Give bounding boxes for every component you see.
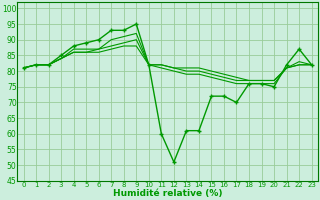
X-axis label: Humidité relative (%): Humidité relative (%)	[113, 189, 222, 198]
